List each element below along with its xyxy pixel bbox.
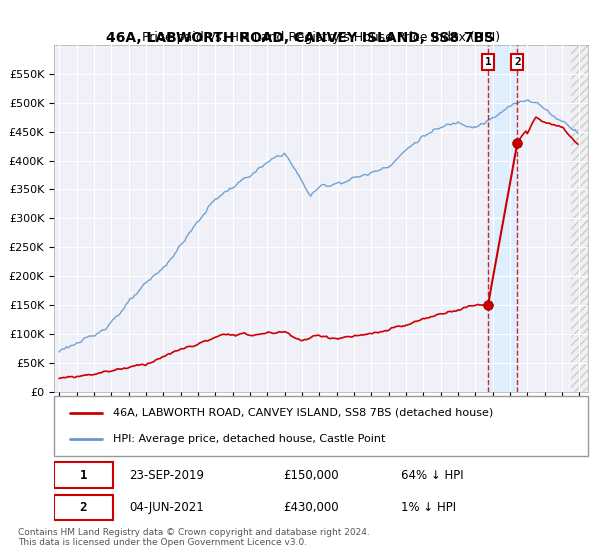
Text: 1: 1 (80, 469, 87, 482)
Text: 1: 1 (485, 57, 491, 67)
Text: £150,000: £150,000 (284, 469, 339, 482)
Text: 46A, LABWORTH ROAD, CANVEY ISLAND, SS8 7BS: 46A, LABWORTH ROAD, CANVEY ISLAND, SS8 7… (106, 31, 494, 45)
Text: 2: 2 (514, 57, 521, 67)
Text: 1% ↓ HPI: 1% ↓ HPI (401, 501, 456, 514)
Title: Price paid vs. HM Land Registry's House Price Index (HPI): Price paid vs. HM Land Registry's House … (142, 31, 500, 44)
Text: 64% ↓ HPI: 64% ↓ HPI (401, 469, 464, 482)
Text: Contains HM Land Registry data © Crown copyright and database right 2024.
This d: Contains HM Land Registry data © Crown c… (18, 528, 370, 548)
Text: £430,000: £430,000 (284, 501, 339, 514)
Bar (488, 45, 517, 392)
FancyBboxPatch shape (54, 463, 113, 488)
Text: 23-SEP-2019: 23-SEP-2019 (129, 469, 204, 482)
Text: HPI: Average price, detached house, Castle Point: HPI: Average price, detached house, Cast… (113, 435, 385, 445)
Bar (571, 45, 588, 392)
Text: 2: 2 (80, 501, 87, 514)
FancyBboxPatch shape (54, 396, 588, 456)
Text: 46A, LABWORTH ROAD, CANVEY ISLAND, SS8 7BS (detached house): 46A, LABWORTH ROAD, CANVEY ISLAND, SS8 7… (113, 408, 493, 418)
FancyBboxPatch shape (54, 494, 113, 520)
Text: 04-JUN-2021: 04-JUN-2021 (129, 501, 203, 514)
